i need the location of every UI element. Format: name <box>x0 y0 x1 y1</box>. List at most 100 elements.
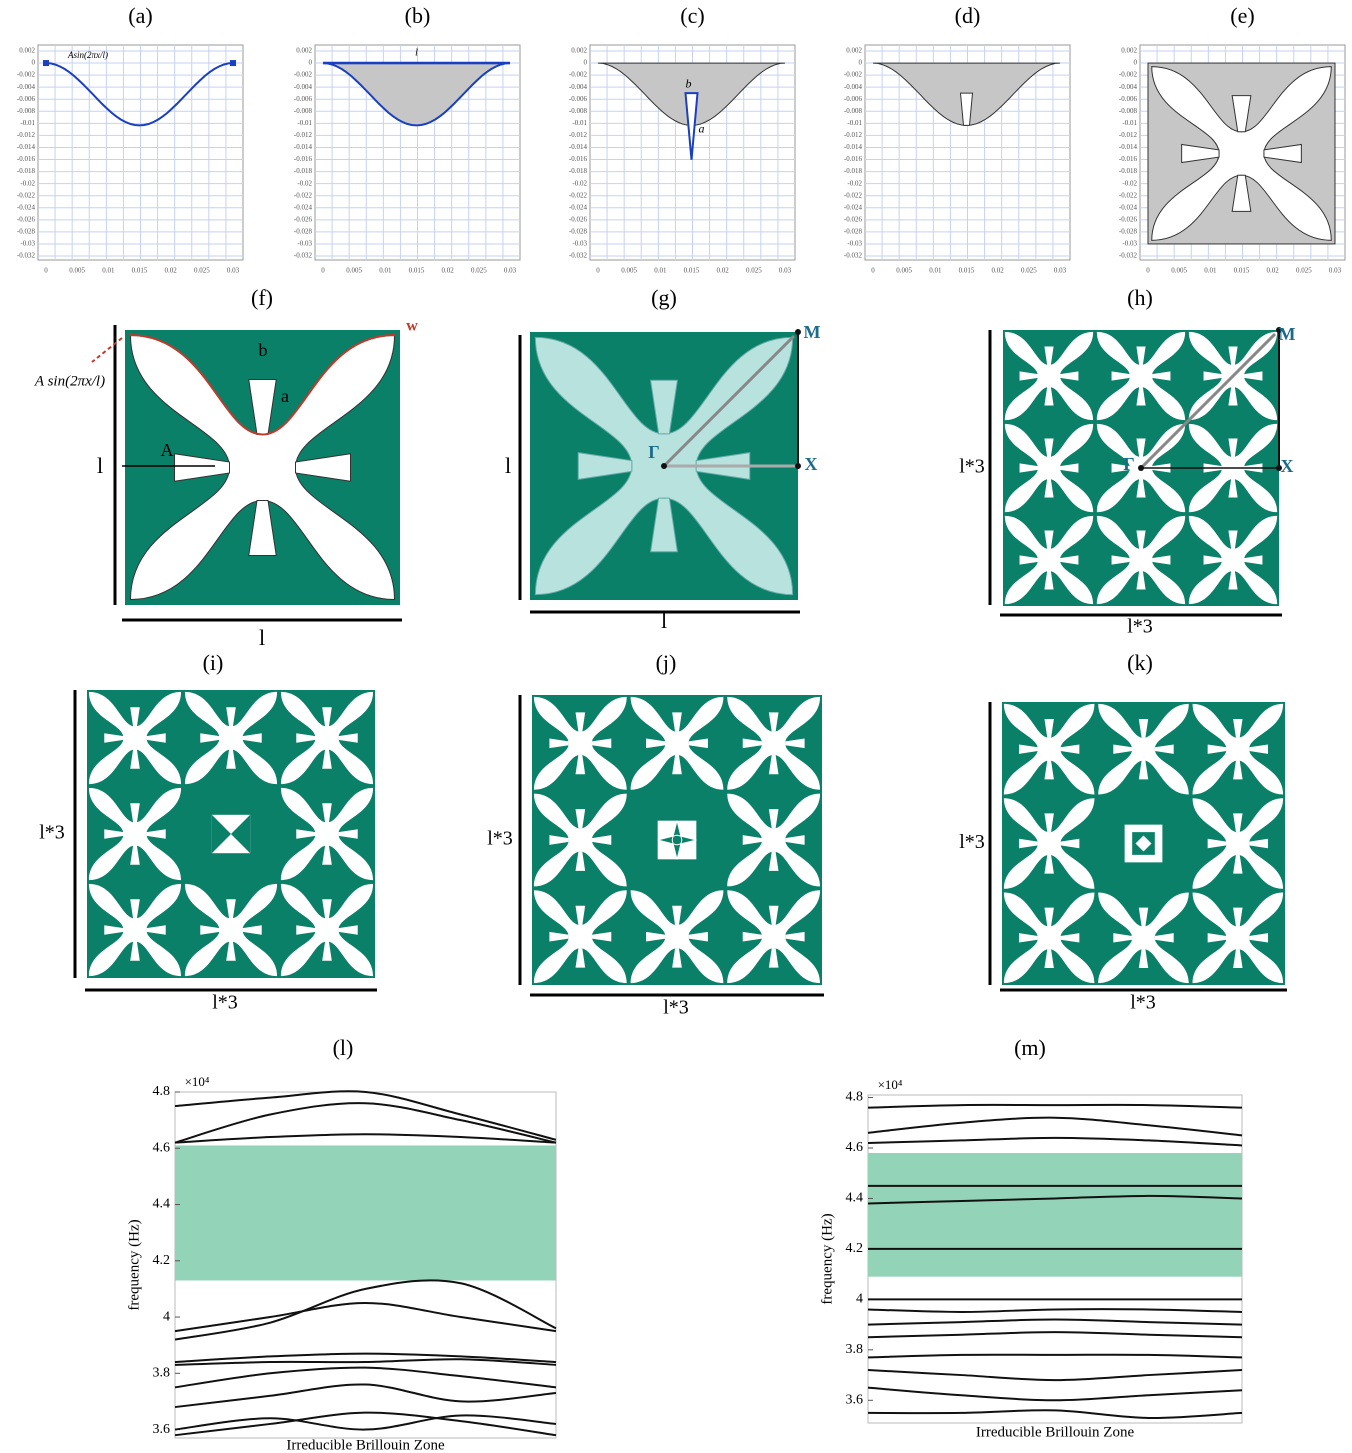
label: -0.032 <box>844 252 863 260</box>
label: 0 <box>859 59 863 67</box>
label: -0.018 <box>17 167 36 175</box>
label: A <box>161 440 174 460</box>
label: 4.2 <box>153 1253 171 1268</box>
label: -0.032 <box>294 252 313 260</box>
label: -0.03 <box>297 240 312 248</box>
label: 0.01 <box>102 267 115 275</box>
label: 0.01 <box>929 267 942 275</box>
label: (h) <box>1127 285 1153 310</box>
label: 0.005 <box>621 267 637 275</box>
label: l*3 <box>39 822 65 844</box>
label: -0.024 <box>294 203 313 211</box>
label: 0.015 <box>409 267 425 275</box>
label: -0.004 <box>1119 83 1138 91</box>
label: 0.025 <box>194 267 210 275</box>
label: Asin(2πx/l) <box>67 50 108 60</box>
label: 0.03 <box>227 267 240 275</box>
label: 4.8 <box>153 1084 171 1099</box>
figure: (a)0.0020-0.002-0.004-0.006-0.008-0.01-0… <box>0 0 1352 1453</box>
label: A sin(2πx/l) <box>34 373 105 389</box>
label: 0.005 <box>1171 267 1187 275</box>
label: 0.025 <box>471 267 487 275</box>
label: -0.028 <box>569 227 588 235</box>
label: 0.025 <box>1296 267 1312 275</box>
label: -0.03 <box>572 240 587 248</box>
label: -0.008 <box>17 107 36 115</box>
label: -0.004 <box>569 83 588 91</box>
label: -0.024 <box>569 203 588 211</box>
label: -0.026 <box>844 215 863 223</box>
label: M <box>804 322 821 342</box>
label: 0.005 <box>346 267 362 275</box>
label: -0.032 <box>569 252 588 260</box>
label: 0 <box>1134 59 1138 67</box>
label: 3.6 <box>846 1393 864 1408</box>
k-point <box>795 463 801 469</box>
label: -0.002 <box>1119 71 1138 79</box>
label: (f) <box>251 285 273 310</box>
label: -0.022 <box>844 191 863 199</box>
label: 0.015 <box>132 267 148 275</box>
label: -0.004 <box>294 83 313 91</box>
label: 0.025 <box>746 267 762 275</box>
label: 0.015 <box>1234 267 1250 275</box>
label: -0.032 <box>1119 252 1138 260</box>
label: -0.024 <box>1119 203 1138 211</box>
pointer-arrow <box>92 338 122 362</box>
label: 4 <box>856 1292 863 1307</box>
label: X <box>1281 456 1294 476</box>
label: -0.02 <box>572 179 587 187</box>
label: 0.03 <box>1054 267 1067 275</box>
label: 3.8 <box>846 1342 864 1357</box>
label: (b) <box>405 3 431 28</box>
label: 4.2 <box>846 1241 864 1256</box>
label: -0.026 <box>1119 215 1138 223</box>
label: (g) <box>651 285 677 310</box>
label: a <box>281 386 289 406</box>
label: -0.004 <box>844 83 863 91</box>
label: 0.005 <box>69 267 85 275</box>
label: 4.6 <box>153 1140 171 1155</box>
label: -0.014 <box>569 143 588 151</box>
label: (j) <box>656 650 677 675</box>
label: l <box>505 453 511 478</box>
label: -0.012 <box>294 131 313 139</box>
label: -0.03 <box>1122 240 1137 248</box>
label: -0.02 <box>1122 179 1137 187</box>
label: -0.004 <box>17 83 36 91</box>
label: 0.03 <box>1329 267 1342 275</box>
label: 0.01 <box>1204 267 1217 275</box>
k-point <box>661 463 667 469</box>
label: 4.6 <box>846 1140 864 1155</box>
label: 0 <box>44 267 48 275</box>
label: -0.026 <box>294 215 313 223</box>
label: l <box>97 453 103 478</box>
label: -0.008 <box>569 107 588 115</box>
label: -0.012 <box>1119 131 1138 139</box>
label: (c) <box>680 3 704 28</box>
label: 0 <box>1146 267 1150 275</box>
label: 0.03 <box>779 267 792 275</box>
label: -0.024 <box>844 203 863 211</box>
label: 0.01 <box>654 267 667 275</box>
label: -0.022 <box>1119 191 1138 199</box>
label: -0.028 <box>17 227 36 235</box>
label: -0.012 <box>569 131 588 139</box>
label: l <box>661 608 667 633</box>
label: -0.006 <box>17 95 36 103</box>
label: (e) <box>1230 3 1254 28</box>
label: -0.026 <box>569 215 588 223</box>
label: 4.8 <box>846 1090 864 1105</box>
label: -0.014 <box>294 143 313 151</box>
page: (a)0.0020-0.002-0.004-0.006-0.008-0.01-0… <box>0 0 1352 1453</box>
label: 4 <box>163 1309 170 1324</box>
label: l*3 <box>1127 616 1153 638</box>
label: -0.014 <box>1119 143 1138 151</box>
label: 3.8 <box>153 1366 171 1381</box>
label: (k) <box>1127 650 1153 675</box>
label: ×10⁴ <box>878 1077 903 1092</box>
label: l*3 <box>212 992 238 1014</box>
label: 4.4 <box>846 1191 864 1206</box>
label: (m) <box>1014 1035 1046 1060</box>
label: -0.028 <box>1119 227 1138 235</box>
